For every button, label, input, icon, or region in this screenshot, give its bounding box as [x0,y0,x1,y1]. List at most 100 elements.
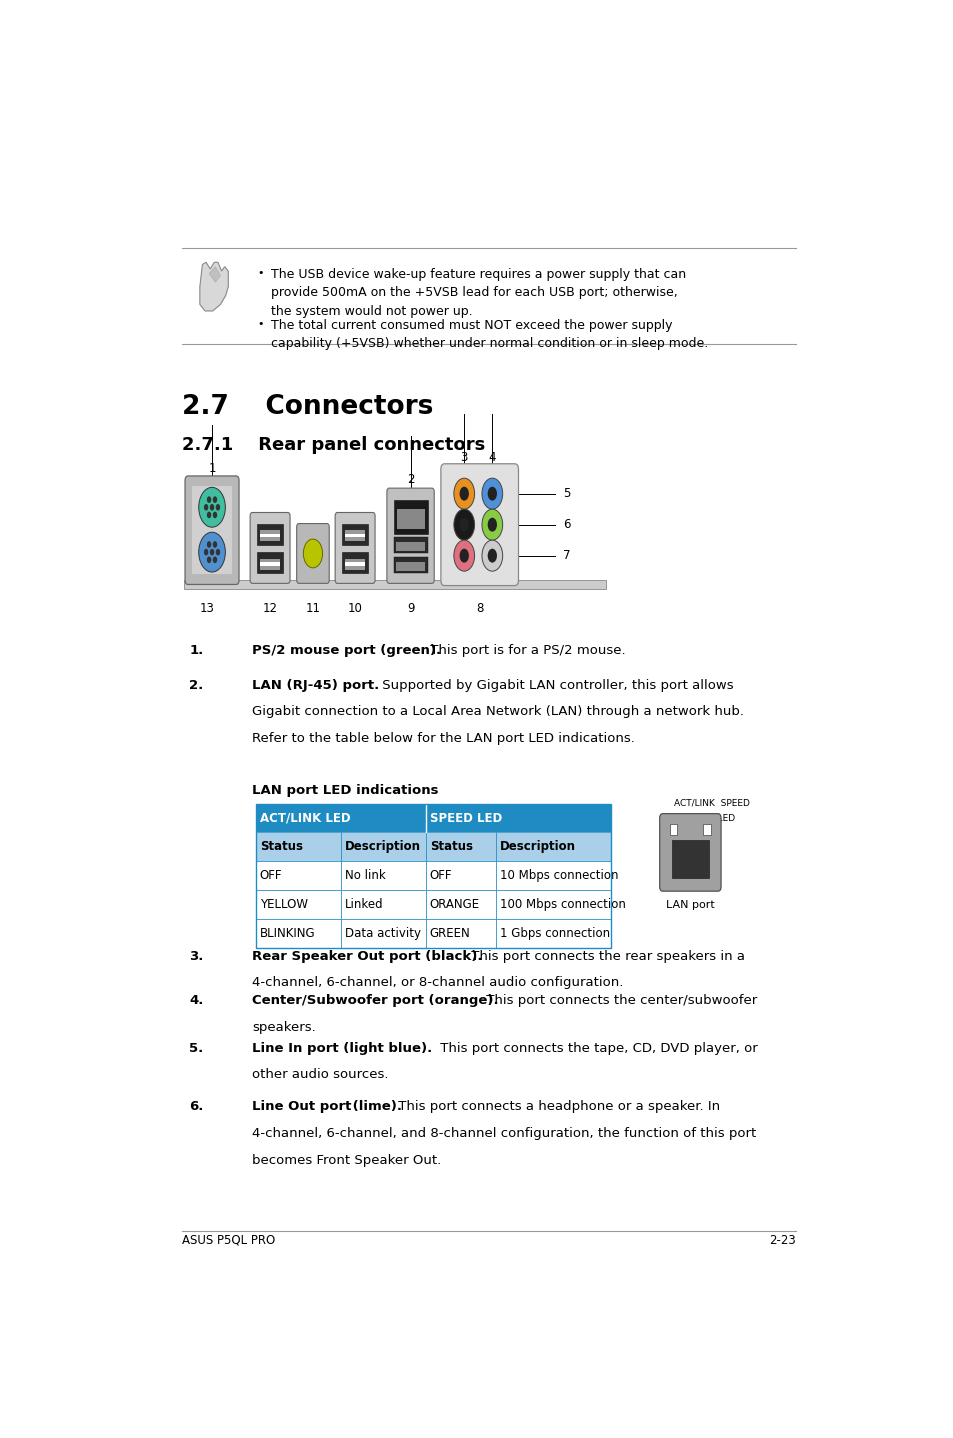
Circle shape [454,479,474,509]
Bar [255,919,341,948]
Text: Description: Description [499,840,576,853]
Text: 1: 1 [208,462,215,475]
Bar [256,552,283,574]
Text: SPEED LED: SPEED LED [429,811,501,824]
Bar [395,542,425,551]
Circle shape [215,549,220,555]
Circle shape [207,496,211,503]
Text: speakers.: speakers. [252,1021,315,1034]
Text: Description: Description [344,840,420,853]
Bar [256,523,283,545]
Circle shape [213,541,217,548]
Circle shape [303,539,322,568]
Polygon shape [199,262,228,311]
Text: Supported by Gigabit LAN controller, this port allows: Supported by Gigabit LAN controller, thi… [377,679,733,692]
Text: •: • [257,319,264,329]
Text: 11: 11 [305,603,320,615]
Circle shape [204,549,208,555]
Bar [496,861,610,890]
Bar [344,562,365,565]
Circle shape [481,541,502,571]
Circle shape [481,509,502,541]
Bar [341,833,426,861]
Text: BLINKING: BLINKING [259,926,315,940]
Circle shape [210,549,214,555]
Circle shape [454,509,474,541]
Text: This port is for a PS/2 mouse.: This port is for a PS/2 mouse. [426,644,625,657]
Text: OFF: OFF [259,869,282,881]
Text: No link: No link [344,869,385,881]
Text: 2.7.1    Rear panel connectors: 2.7.1 Rear panel connectors [182,436,485,454]
Text: becomes Front Speaker Out.: becomes Front Speaker Out. [252,1153,441,1166]
Text: ASUS P5QL PRO: ASUS P5QL PRO [182,1234,275,1247]
Bar [426,919,496,948]
Text: 1.: 1. [190,644,204,657]
Text: This port connects a headphone or a speaker. In: This port connects a headphone or a spea… [394,1100,720,1113]
Bar [341,552,368,574]
Circle shape [207,512,211,518]
Bar [496,919,610,948]
Text: This port connects the center/subwoofer: This port connects the center/subwoofer [481,994,756,1007]
Text: 10 Mbps connection: 10 Mbps connection [499,869,618,881]
Text: 100 Mbps connection: 100 Mbps connection [499,897,625,910]
Text: ACT/LINK LED: ACT/LINK LED [259,811,350,824]
Text: ORANGE: ORANGE [429,897,479,910]
Bar [259,533,280,536]
Bar [259,531,280,541]
Text: 13: 13 [200,603,214,615]
Bar [192,486,233,575]
Text: (lime).: (lime). [348,1100,402,1113]
Circle shape [459,486,468,500]
Circle shape [204,503,208,510]
Text: other audio sources.: other audio sources. [252,1068,389,1081]
Text: 2.7    Connectors: 2.7 Connectors [182,394,433,420]
Text: Gigabit connection to a Local Area Network (LAN) through a network hub.: Gigabit connection to a Local Area Netwo… [252,705,743,718]
Circle shape [210,503,214,510]
Text: 6: 6 [562,518,570,531]
Text: LAN (RJ-45) port.: LAN (RJ-45) port. [252,679,379,692]
Text: 4: 4 [488,450,496,464]
Text: YELLOW: YELLOW [259,897,308,910]
Bar [396,509,424,529]
Text: 2-23: 2-23 [768,1234,795,1247]
FancyBboxPatch shape [185,476,239,584]
Text: 7: 7 [562,549,570,562]
Text: Rear Speaker Out port (black).: Rear Speaker Out port (black). [252,951,482,963]
Bar [426,861,496,890]
Bar [426,804,610,833]
Text: The total current consumed must NOT exceed the power supply
capability (+5VSB) w: The total current consumed must NOT exce… [271,319,707,351]
Bar [184,580,605,590]
Text: Status: Status [259,840,302,853]
Text: 3: 3 [460,450,467,464]
Text: 5.: 5. [190,1041,204,1054]
Text: Refer to the table below for the LAN port LED indications.: Refer to the table below for the LAN por… [252,732,635,745]
Circle shape [207,557,211,564]
Bar [426,890,496,919]
Text: LAN port: LAN port [665,900,714,910]
Circle shape [487,549,497,562]
Bar [341,890,426,919]
Bar [702,824,710,834]
Text: 3.: 3. [190,951,204,963]
Text: This port connects the tape, CD, DVD player, or: This port connects the tape, CD, DVD pla… [436,1041,757,1054]
Bar [341,523,368,545]
Bar [255,861,341,890]
Circle shape [454,541,474,571]
Text: 4-channel, 6-channel, or 8-channel audio configuration.: 4-channel, 6-channel, or 8-channel audio… [252,976,623,989]
Bar [394,536,427,554]
Text: Line In port (light blue).: Line In port (light blue). [252,1041,432,1054]
Text: This port connects the rear speakers in a: This port connects the rear speakers in … [466,951,744,963]
Text: 8: 8 [476,603,483,615]
Bar [255,804,610,948]
Bar [669,824,677,834]
Text: 10: 10 [347,603,362,615]
FancyBboxPatch shape [296,523,329,584]
Text: LED       LED: LED LED [679,814,734,823]
Circle shape [487,518,497,532]
Text: GREEN: GREEN [429,926,470,940]
Bar [426,833,496,861]
FancyBboxPatch shape [659,814,720,892]
Bar [255,804,426,833]
Bar [344,531,365,541]
Bar [395,562,425,571]
